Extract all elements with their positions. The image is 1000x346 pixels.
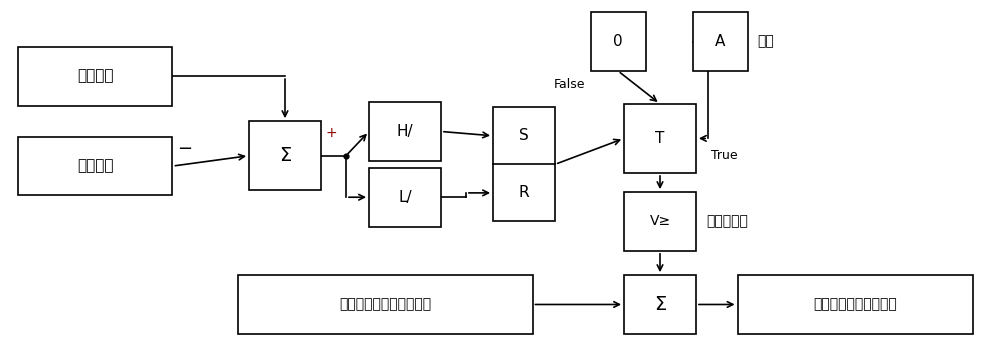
Text: 实际负荷: 实际负荷 (77, 158, 113, 174)
Bar (692, 12, 748, 71)
Text: H/: H/ (397, 124, 413, 139)
Bar (238, 275, 532, 334)
Text: 负荷设定: 负荷设定 (77, 69, 113, 84)
Text: R: R (519, 185, 529, 200)
Bar (18, 137, 172, 195)
Bar (493, 107, 555, 221)
Bar (738, 275, 972, 334)
Text: L/: L/ (398, 190, 412, 205)
Text: T: T (655, 131, 665, 146)
Text: True: True (711, 149, 738, 162)
Text: Σ: Σ (279, 146, 291, 165)
Text: −: − (178, 140, 193, 158)
Text: +: + (326, 126, 338, 140)
Text: 加负荷给水正向超调量: 加负荷给水正向超调量 (813, 298, 897, 311)
Text: 正值: 正值 (758, 35, 774, 48)
Bar (18, 47, 172, 106)
Text: 0: 0 (613, 34, 623, 49)
Bar (369, 102, 441, 161)
Bar (590, 12, 646, 71)
Text: 变速率处理: 变速率处理 (706, 215, 748, 228)
Bar (249, 121, 321, 190)
Text: S: S (519, 128, 529, 143)
Text: A: A (715, 34, 725, 49)
Text: V≥: V≥ (649, 215, 671, 228)
Text: Σ: Σ (654, 295, 666, 314)
Bar (624, 275, 696, 334)
Text: 负荷偏差分级处理超调量: 负荷偏差分级处理超调量 (339, 298, 431, 311)
Bar (624, 104, 696, 173)
Bar (369, 168, 441, 227)
Bar (624, 192, 696, 251)
Text: False: False (554, 78, 586, 91)
